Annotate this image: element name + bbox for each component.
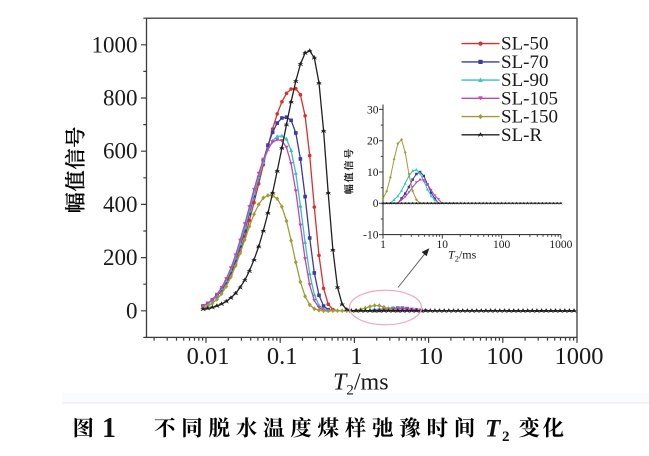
svg-text:SL-90: SL-90	[501, 70, 549, 91]
svg-text:0: 0	[126, 298, 138, 323]
svg-text:10: 10	[418, 343, 443, 370]
svg-text:1: 1	[102, 413, 116, 444]
svg-text:1000: 1000	[549, 239, 572, 251]
svg-text:0: 0	[373, 198, 379, 210]
svg-text:0.01: 0.01	[187, 343, 230, 370]
svg-text:10: 10	[367, 167, 379, 179]
svg-text:SL-150: SL-150	[501, 107, 558, 128]
svg-text:T: T	[485, 416, 502, 443]
svg-text:1000: 1000	[555, 343, 604, 370]
svg-text:1000: 1000	[92, 32, 138, 57]
svg-text:SL-70: SL-70	[501, 52, 549, 73]
svg-text:400: 400	[103, 192, 138, 217]
svg-text:SL-50: SL-50	[501, 34, 549, 55]
svg-text:1: 1	[350, 343, 362, 370]
svg-text:200: 200	[103, 245, 138, 270]
svg-text:100: 100	[486, 343, 523, 370]
svg-text:800: 800	[103, 86, 138, 111]
svg-text:100: 100	[493, 239, 511, 251]
svg-text:SL-105: SL-105	[501, 88, 558, 109]
svg-text:0.1: 0.1	[267, 343, 298, 370]
svg-text:600: 600	[103, 139, 138, 164]
svg-text:20: 20	[367, 136, 379, 148]
svg-text:10: 10	[437, 239, 449, 251]
svg-text:1: 1	[380, 239, 386, 251]
svg-text:2: 2	[502, 429, 510, 445]
svg-text:T2/ms: T2/ms	[448, 248, 477, 264]
svg-text:-10: -10	[363, 230, 379, 242]
svg-text:T2/ms: T2/ms	[333, 370, 389, 399]
svg-text:30: 30	[367, 104, 379, 116]
svg-text:SL-R: SL-R	[501, 125, 543, 146]
